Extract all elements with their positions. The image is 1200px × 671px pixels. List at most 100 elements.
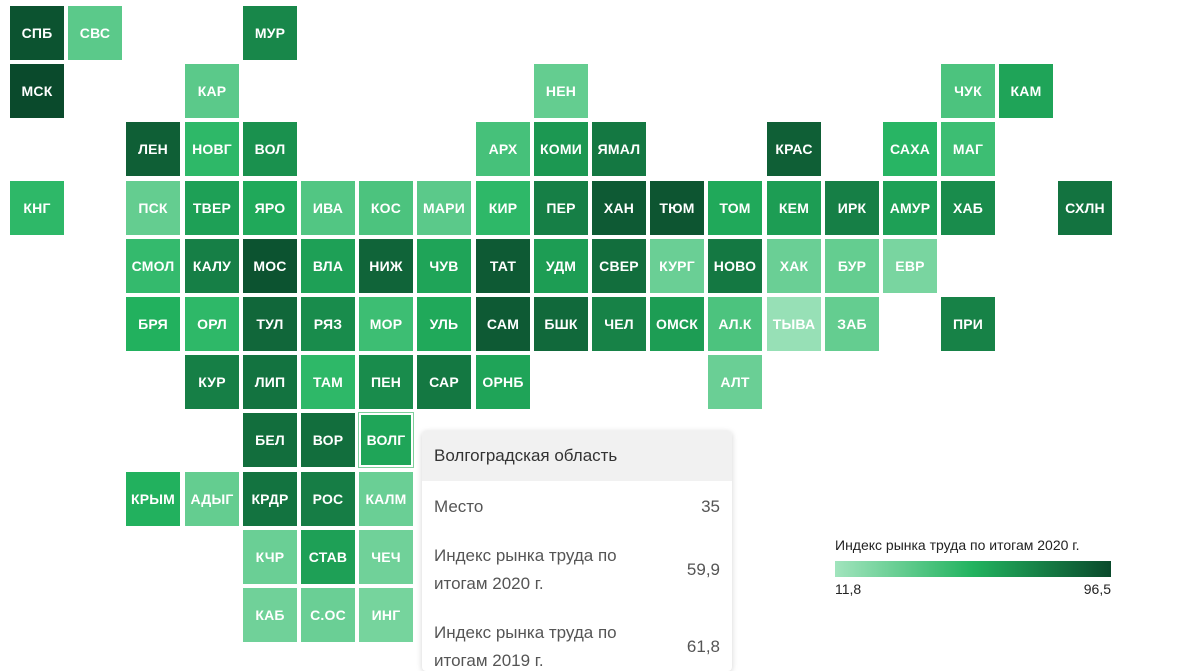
region-tile[interactable]: СПБ — [10, 6, 64, 60]
region-tile[interactable]: АМУР — [883, 181, 937, 235]
region-tile[interactable]: КЧР — [243, 530, 297, 584]
region-tile[interactable]: ЕВР — [883, 239, 937, 293]
region-tile[interactable]: НЕН — [534, 64, 588, 118]
region-tile[interactable]: ЧЕЛ — [592, 297, 646, 351]
region-tile[interactable]: ТЮМ — [650, 181, 704, 235]
region-tile[interactable]: ЯРО — [243, 181, 297, 235]
region-tile[interactable]: КЕМ — [767, 181, 821, 235]
region-tile[interactable]: СТАВ — [301, 530, 355, 584]
region-tile[interactable]: ПСК — [126, 181, 180, 235]
region-tile[interactable]: КРДР — [243, 472, 297, 526]
region-tile[interactable]: ВОЛ — [243, 122, 297, 176]
color-legend: Индекс рынка труда по итогам 2020 г. 11,… — [835, 535, 1111, 597]
region-tile[interactable]: С.ОС — [301, 588, 355, 642]
legend-gradient-bar — [835, 561, 1111, 577]
region-tile[interactable]: ВЛА — [301, 239, 355, 293]
region-tile[interactable]: КРЫМ — [126, 472, 180, 526]
region-tile[interactable]: НОВО — [708, 239, 762, 293]
region-tile[interactable]: ЗАБ — [825, 297, 879, 351]
tooltip-index-2020-label: Индекс рынка труда по итогам 2020 г. — [434, 546, 617, 593]
region-tile[interactable]: ХАН — [592, 181, 646, 235]
region-tile[interactable]: КАМ — [999, 64, 1053, 118]
region-tile[interactable]: БУР — [825, 239, 879, 293]
region-tile[interactable]: РЯЗ — [301, 297, 355, 351]
region-tile[interactable]: КРАС — [767, 122, 821, 176]
tooltip-rank-value: 35 — [701, 497, 720, 516]
region-tile[interactable]: АДЫГ — [185, 472, 239, 526]
region-tile[interactable]: СВЕР — [592, 239, 646, 293]
region-tile[interactable]: ИРК — [825, 181, 879, 235]
region-tile[interactable]: САМ — [476, 297, 530, 351]
tooltip-row-index-2019: Индекс рынка труда по итогам 2019 г. 61,… — [422, 619, 732, 671]
region-tile[interactable]: ИВА — [301, 181, 355, 235]
region-tile[interactable]: ОРНБ — [476, 355, 530, 409]
region-tile[interactable]: ТОМ — [708, 181, 762, 235]
region-tile[interactable]: ЛЕН — [126, 122, 180, 176]
region-tile[interactable]: ТАТ — [476, 239, 530, 293]
region-tile[interactable]: САР — [417, 355, 471, 409]
region-tile[interactable]: СВС — [68, 6, 122, 60]
region-tile[interactable]: ТУЛ — [243, 297, 297, 351]
region-tile[interactable]: ТЫВА — [767, 297, 821, 351]
region-tile[interactable]: ТВЕР — [185, 181, 239, 235]
region-tile[interactable]: ВОЛГ — [359, 413, 413, 467]
region-tile[interactable]: ОРЛ — [185, 297, 239, 351]
region-tile[interactable]: УДМ — [534, 239, 588, 293]
region-tile[interactable]: КАР — [185, 64, 239, 118]
region-tile[interactable]: ВОР — [301, 413, 355, 467]
tooltip-index-2019-label: Индекс рынка труда по итогам 2019 г. — [434, 623, 617, 670]
region-tile[interactable]: НИЖ — [359, 239, 413, 293]
region-tile[interactable]: ЛИП — [243, 355, 297, 409]
region-tile[interactable]: КАЛУ — [185, 239, 239, 293]
region-tile[interactable]: БЕЛ — [243, 413, 297, 467]
region-tile[interactable]: СХЛН — [1058, 181, 1112, 235]
region-tile[interactable]: КОС — [359, 181, 413, 235]
region-tile[interactable]: БШК — [534, 297, 588, 351]
region-tile[interactable]: НОВГ — [185, 122, 239, 176]
region-tile[interactable]: МОР — [359, 297, 413, 351]
region-tile[interactable]: КУРГ — [650, 239, 704, 293]
region-tile[interactable]: ПЕН — [359, 355, 413, 409]
legend-min-label: 11,8 — [835, 581, 862, 597]
region-tile[interactable]: БРЯ — [126, 297, 180, 351]
region-tile[interactable]: МСК — [10, 64, 64, 118]
region-tooltip: Волгоградская область Место 35 Индекс ры… — [422, 431, 732, 671]
region-tile[interactable]: ТАМ — [301, 355, 355, 409]
tooltip-rank-label: Место — [434, 497, 484, 516]
region-tile[interactable]: ХАК — [767, 239, 821, 293]
region-tile[interactable]: СМОЛ — [126, 239, 180, 293]
region-tile[interactable]: ИНГ — [359, 588, 413, 642]
region-tile[interactable]: КАЛМ — [359, 472, 413, 526]
region-tile[interactable]: КНГ — [10, 181, 64, 235]
region-tile[interactable]: ЯМАЛ — [592, 122, 646, 176]
region-tile[interactable]: МАГ — [941, 122, 995, 176]
region-tile[interactable]: КАБ — [243, 588, 297, 642]
tooltip-row-index-2020: Индекс рынка труда по итогам 2020 г. 59,… — [422, 542, 732, 598]
tooltip-row-rank: Место 35 — [422, 493, 732, 521]
region-tile[interactable]: УЛЬ — [417, 297, 471, 351]
region-tile[interactable]: КУР — [185, 355, 239, 409]
region-tile[interactable]: ЧЕЧ — [359, 530, 413, 584]
region-tile[interactable]: ХАБ — [941, 181, 995, 235]
region-tile[interactable]: МУР — [243, 6, 297, 60]
region-tile[interactable]: ЧУВ — [417, 239, 471, 293]
region-tile[interactable]: ОМСК — [650, 297, 704, 351]
tooltip-title: Волгоградская область — [422, 431, 732, 481]
region-tile[interactable]: ПЕР — [534, 181, 588, 235]
region-tile[interactable]: КИР — [476, 181, 530, 235]
region-tile[interactable]: АРХ — [476, 122, 530, 176]
legend-ticks: 11,8 96,5 — [835, 581, 1111, 597]
region-tile[interactable]: САХА — [883, 122, 937, 176]
region-tile[interactable]: МАРИ — [417, 181, 471, 235]
region-tile[interactable]: МОС — [243, 239, 297, 293]
region-tile[interactable]: АЛТ — [708, 355, 762, 409]
region-tile[interactable]: РОС — [301, 472, 355, 526]
tooltip-index-2020-value: 59,9 — [686, 560, 720, 579]
legend-max-label: 96,5 — [1083, 581, 1111, 597]
region-tile[interactable]: ПРИ — [941, 297, 995, 351]
tooltip-index-2019-value: 61,8 — [686, 637, 720, 656]
region-tile[interactable]: КОМИ — [534, 122, 588, 176]
region-tile[interactable]: АЛ.К — [708, 297, 762, 351]
region-tile[interactable]: ЧУК — [941, 64, 995, 118]
